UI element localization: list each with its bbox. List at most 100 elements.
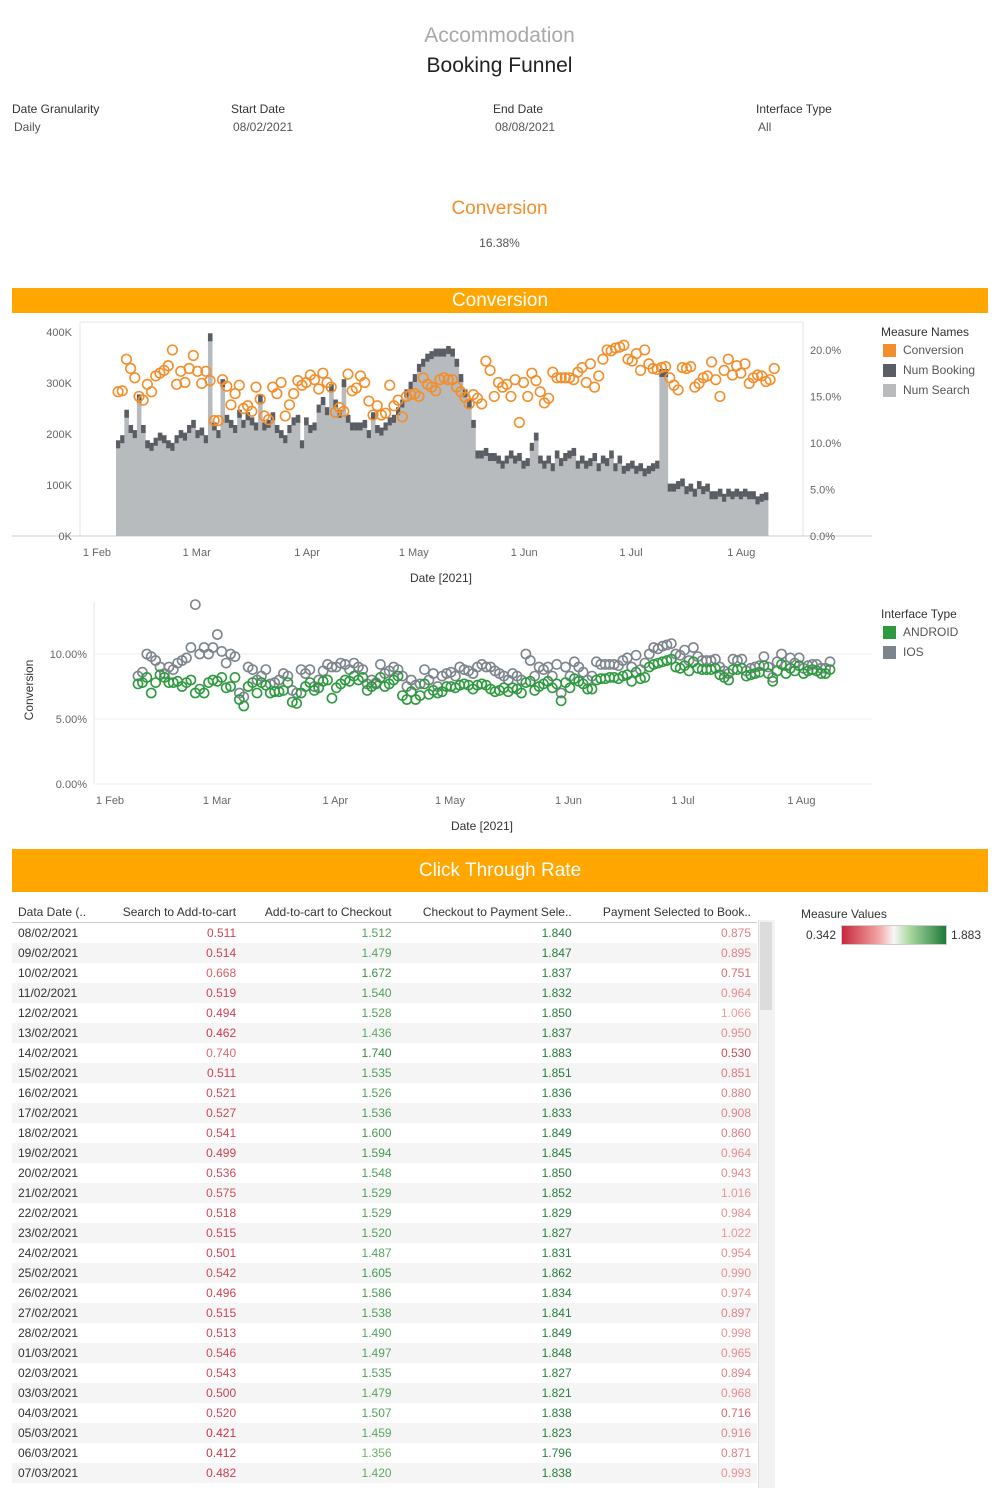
android-point[interactable] (776, 659, 787, 670)
table-row[interactable]: 24/02/2021 0.501 1.487 1.831 0.954 (12, 1243, 757, 1263)
conversion-point[interactable] (676, 361, 688, 374)
ios-point[interactable] (229, 651, 241, 662)
android-point[interactable] (635, 673, 646, 685)
conversion-point[interactable] (125, 362, 137, 375)
android-point[interactable] (555, 695, 567, 707)
column-header-3[interactable]: Checkout to Payment Sele.. (397, 902, 578, 923)
android-point[interactable] (286, 696, 298, 708)
conversion-point[interactable] (317, 367, 329, 379)
ios-point[interactable] (608, 659, 620, 670)
conversion-point[interactable] (685, 361, 697, 373)
legend-item-conversion[interactable]: Conversion (883, 340, 975, 360)
android-point[interactable] (736, 662, 748, 674)
conversion-point[interactable] (672, 384, 684, 396)
android-point[interactable] (304, 677, 316, 688)
conversion-point[interactable] (597, 353, 609, 365)
conversion-point[interactable] (660, 361, 672, 373)
ios-point[interactable] (793, 652, 805, 664)
conversion-point[interactable] (208, 415, 220, 427)
ios-point[interactable] (216, 646, 228, 657)
android-point[interactable] (617, 670, 629, 682)
conversion-point[interactable] (116, 385, 128, 397)
conversion-point[interactable] (162, 360, 174, 372)
conversion-point[interactable] (246, 405, 258, 417)
table-scrollbar-thumb[interactable] (760, 922, 772, 1010)
ios-point[interactable] (776, 648, 787, 660)
android-point[interactable] (520, 677, 532, 688)
conversion-point[interactable] (639, 344, 651, 356)
conversion-point[interactable] (379, 407, 392, 419)
ios-point[interactable] (824, 656, 836, 668)
table-row[interactable]: 10/02/2021 0.668 1.672 1.837 0.751 (12, 963, 757, 983)
table-row[interactable]: 20/02/2021 0.536 1.548 1.850 0.943 (12, 1163, 757, 1183)
android-point[interactable] (167, 677, 179, 688)
android-point[interactable] (524, 675, 536, 687)
android-point[interactable] (357, 672, 369, 683)
ios-point[interactable] (357, 664, 369, 675)
table-row[interactable]: 15/02/2021 0.511 1.535 1.851 0.851 (12, 1063, 757, 1083)
conversion-point[interactable] (137, 394, 149, 406)
column-header-4[interactable]: Payment Selected to Book.. (577, 902, 757, 923)
ios-point[interactable] (427, 668, 439, 679)
conversion-point[interactable] (555, 372, 567, 384)
conversion-point[interactable] (522, 390, 534, 403)
conversion-point[interactable] (171, 378, 183, 390)
ios-point[interactable] (189, 599, 201, 610)
ios-point[interactable] (335, 657, 347, 669)
conversion-point[interactable] (647, 362, 659, 375)
conversion-point[interactable] (396, 411, 408, 423)
android-point[interactable] (767, 675, 779, 687)
conversion-point[interactable] (584, 358, 596, 370)
android-point[interactable] (375, 672, 386, 683)
conversion-point[interactable] (505, 390, 517, 403)
ios-point[interactable] (758, 651, 770, 662)
conversion-point[interactable] (359, 376, 371, 389)
android-point[interactable] (220, 682, 232, 694)
conversion-point[interactable] (200, 365, 212, 377)
ios-point[interactable] (524, 655, 536, 666)
conversion-point[interactable] (542, 392, 555, 404)
conversion-point[interactable] (530, 375, 542, 387)
ios-point[interactable] (375, 659, 386, 670)
conversion-point[interactable] (480, 355, 492, 367)
android-point[interactable] (626, 675, 638, 687)
conversion-point[interactable] (768, 362, 780, 375)
android-point[interactable] (489, 686, 501, 698)
conversion-point[interactable] (442, 374, 454, 386)
ios-point[interactable] (207, 642, 219, 653)
table-row[interactable]: 09/02/2021 0.514 1.479 1.847 0.895 (12, 943, 757, 963)
table-row[interactable]: 28/02/2021 0.513 1.490 1.849 0.998 (12, 1323, 757, 1343)
filter-end-date-value[interactable]: 08/08/2021 (495, 120, 556, 134)
table-row[interactable]: 14/02/2021 0.740 1.740 1.883 0.530 (12, 1043, 757, 1063)
conversion-point[interactable] (705, 356, 718, 368)
filter-interface-type-value[interactable]: All (758, 120, 772, 134)
conversion-point[interactable] (413, 390, 425, 403)
android-point[interactable] (291, 698, 303, 709)
conversion-point[interactable] (145, 386, 158, 398)
android-point[interactable] (582, 683, 593, 695)
android-point[interactable] (432, 687, 444, 699)
conversion-point[interactable] (513, 416, 525, 429)
android-point[interactable] (145, 687, 157, 699)
ios-point[interactable] (260, 664, 272, 675)
legend-item-num-booking[interactable]: Num Booking (883, 360, 975, 380)
ios-point[interactable] (661, 639, 673, 651)
conversion-point[interactable] (735, 367, 747, 379)
android-point[interactable] (317, 675, 329, 687)
ios-point[interactable] (449, 670, 461, 682)
android-point[interactable] (185, 674, 197, 686)
android-point[interactable] (225, 681, 236, 692)
android-point[interactable] (198, 687, 210, 699)
filter-start-date-value[interactable]: 08/02/2021 (233, 120, 294, 134)
conversion-point[interactable] (484, 364, 496, 376)
ios-point[interactable] (397, 670, 408, 682)
conversion-point[interactable] (634, 364, 647, 376)
table-row[interactable]: 27/02/2021 0.515 1.538 1.841 0.897 (12, 1303, 757, 1323)
ios-point[interactable] (458, 664, 470, 675)
table-row[interactable]: 16/02/2021 0.521 1.526 1.836 0.880 (12, 1083, 757, 1103)
table-scrollbar[interactable] (758, 920, 775, 1488)
ios-point[interactable] (304, 664, 316, 675)
conversion-point[interactable] (367, 409, 379, 421)
android-point[interactable] (815, 668, 827, 679)
ios-point[interactable] (762, 661, 774, 673)
